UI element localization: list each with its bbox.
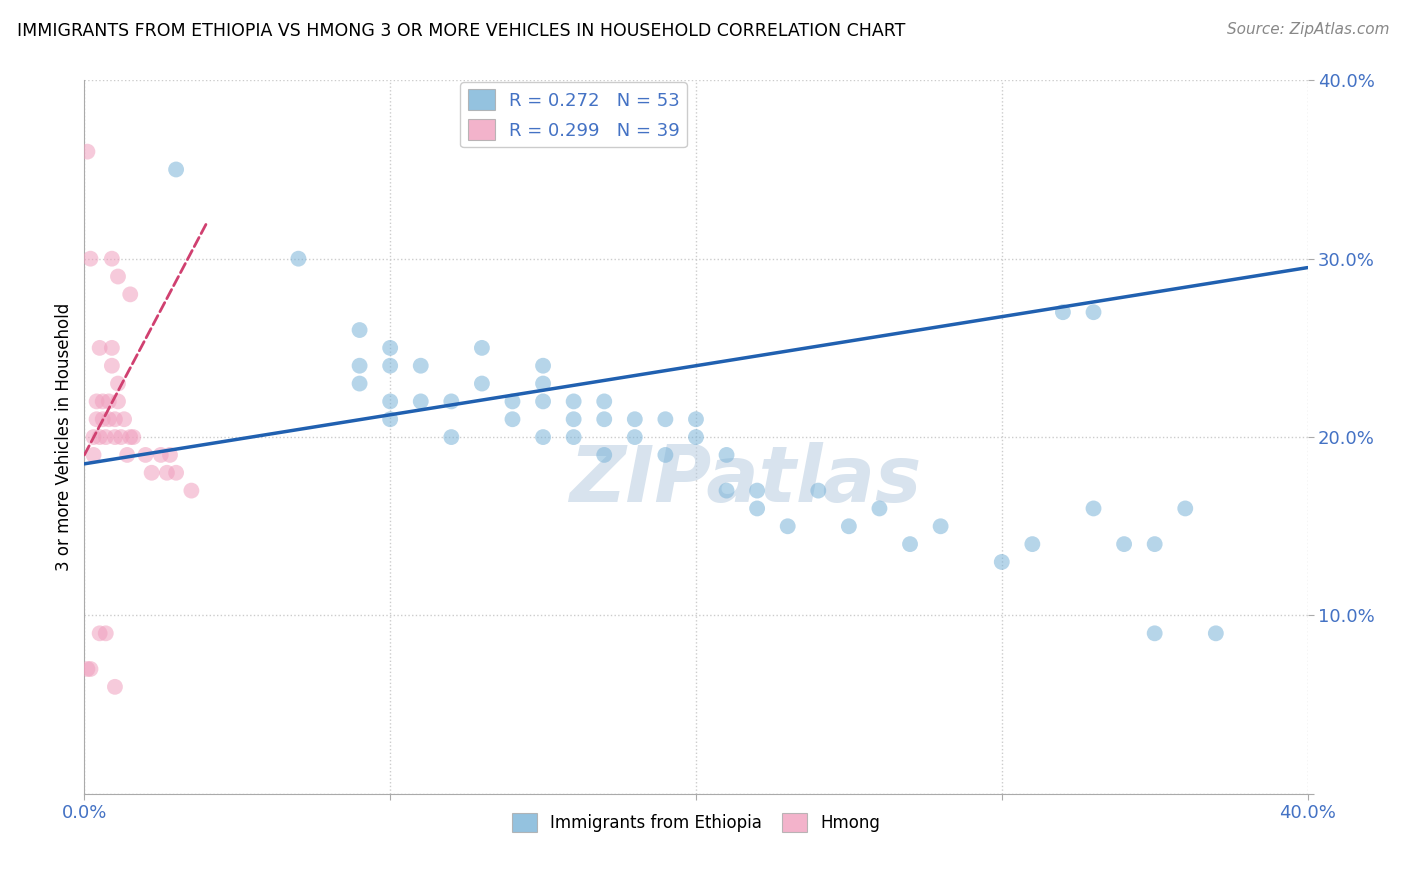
Point [107,376,129,391]
Point [380,359,402,373]
Point [1021,537,1043,551]
Point [1052,305,1074,319]
Point [349,376,371,391]
Point [716,448,738,462]
Point [1114,537,1136,551]
Point [94,430,117,444]
Point [531,430,554,444]
Point [101,341,124,355]
Point [440,394,463,409]
Point [440,430,463,444]
Point [654,412,676,426]
Point [898,537,921,551]
Point [747,483,769,498]
Point [531,394,554,409]
Point [120,430,142,444]
Point [531,376,554,391]
Point [89,626,111,640]
Point [91,394,114,409]
Point [593,394,616,409]
Point [1083,305,1105,319]
Point [716,483,738,498]
Point [1205,626,1227,640]
Point [349,359,371,373]
Point [807,483,830,498]
Point [593,448,616,462]
Point [471,376,494,391]
Point [180,483,202,498]
Point [685,412,707,426]
Point [97,412,120,426]
Point [94,626,117,640]
Point [409,359,432,373]
Point [122,430,145,444]
Point [1083,501,1105,516]
Point [141,466,163,480]
Point [624,412,647,426]
Point [165,162,187,177]
Point [104,680,127,694]
Point [135,448,157,462]
Point [409,394,432,409]
Point [869,501,891,516]
Point [1143,626,1166,640]
Point [76,145,98,159]
Point [110,430,132,444]
Point [1143,537,1166,551]
Point [97,394,120,409]
Point [1174,501,1197,516]
Point [349,323,371,337]
Point [83,430,105,444]
Point [156,466,179,480]
Point [380,412,402,426]
Point [101,252,124,266]
Point [120,287,142,301]
Point [83,448,105,462]
Point [101,359,124,373]
Point [104,412,127,426]
Point [107,394,129,409]
Point [115,448,138,462]
Point [531,359,554,373]
Point [149,448,172,462]
Point [593,412,616,426]
Point [79,662,101,676]
Point [79,252,101,266]
Point [159,448,181,462]
Point [502,394,524,409]
Point [91,412,114,426]
Point [287,252,309,266]
Point [562,412,585,426]
Point [562,430,585,444]
Point [624,430,647,444]
Point [991,555,1014,569]
Point [380,394,402,409]
Point [165,466,187,480]
Legend: Immigrants from Ethiopia, Hmong: Immigrants from Ethiopia, Hmong [505,806,887,839]
Y-axis label: 3 or more Vehicles in Household: 3 or more Vehicles in Household [55,303,73,571]
Point [929,519,952,533]
Point [89,430,111,444]
Point [776,519,799,533]
Point [838,519,860,533]
Point [86,412,108,426]
Text: ZIPatlas: ZIPatlas [569,442,921,518]
Text: Source: ZipAtlas.com: Source: ZipAtlas.com [1226,22,1389,37]
Point [107,269,129,284]
Point [86,394,108,409]
Point [380,341,402,355]
Point [471,341,494,355]
Point [112,412,135,426]
Point [76,662,98,676]
Text: IMMIGRANTS FROM ETHIOPIA VS HMONG 3 OR MORE VEHICLES IN HOUSEHOLD CORRELATION CH: IMMIGRANTS FROM ETHIOPIA VS HMONG 3 OR M… [17,22,905,40]
Point [747,501,769,516]
Point [89,341,111,355]
Point [685,430,707,444]
Point [104,430,127,444]
Point [502,412,524,426]
Point [562,394,585,409]
Point [654,448,676,462]
